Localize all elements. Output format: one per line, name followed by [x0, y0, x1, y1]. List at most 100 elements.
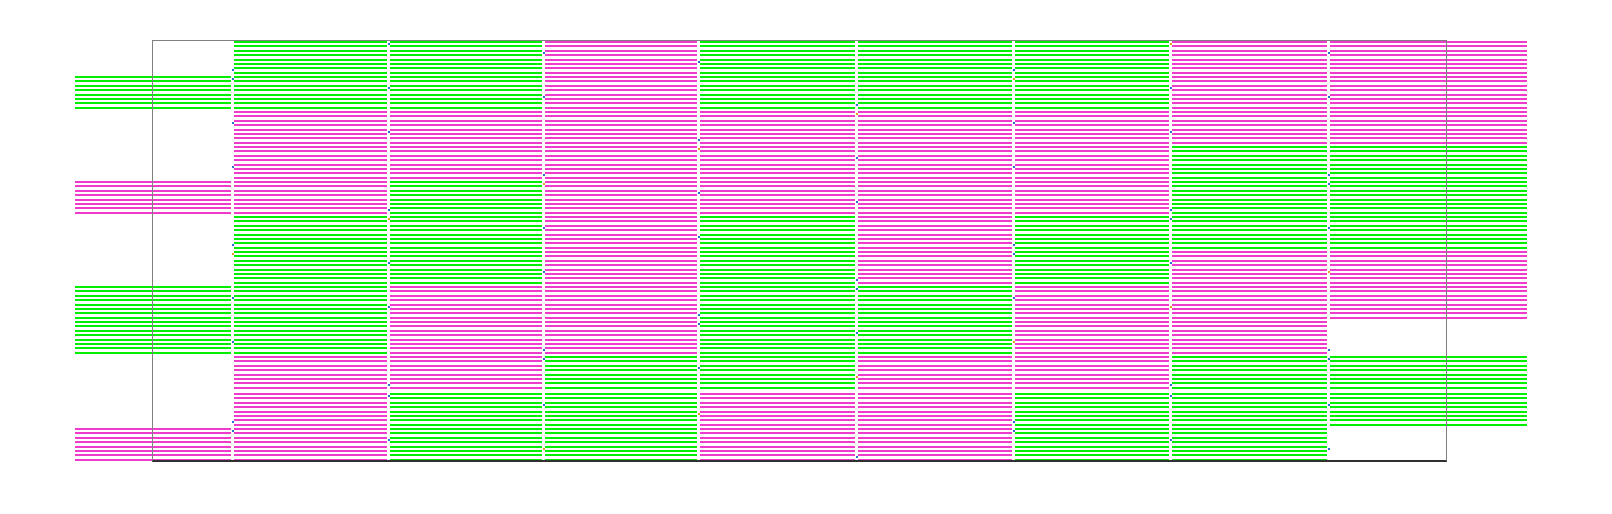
- series-marker-dot: [388, 306, 390, 308]
- hatch-stripe: [858, 115, 1012, 117]
- hatch-stripe: [858, 80, 1012, 82]
- hatch-stripe: [1330, 402, 1527, 404]
- hatch-stripe: [1330, 234, 1527, 236]
- hatch-stripe: [1172, 269, 1327, 271]
- hatch-stripe: [1172, 339, 1327, 341]
- hatch-stripe: [390, 269, 542, 271]
- hatch-cell: [390, 110, 542, 145]
- hatch-stripe: [75, 107, 231, 109]
- series-marker-dot: [698, 314, 700, 316]
- series-marker-dot: [1328, 96, 1330, 98]
- series-marker-dot: [698, 236, 700, 238]
- hatch-stripe: [1172, 282, 1327, 284]
- hatch-stripe: [390, 59, 542, 61]
- hatch-stripe: [390, 120, 542, 122]
- hatch-stripe: [234, 72, 387, 74]
- hatch-stripe: [545, 415, 697, 417]
- series-marker-dot: [388, 395, 390, 397]
- hatch-stripe: [858, 229, 1012, 231]
- hatch-stripe: [858, 225, 1012, 227]
- hatch-stripe: [1172, 264, 1327, 266]
- hatch-cell: [1015, 40, 1169, 75]
- hatch-stripe: [545, 115, 697, 117]
- hatch-stripe: [545, 255, 697, 257]
- hatch-stripe: [858, 419, 1012, 421]
- hatch-cell: [234, 75, 387, 110]
- hatch-stripe: [1172, 45, 1327, 47]
- hatch-stripe: [390, 185, 542, 187]
- hatch-stripe: [858, 260, 1012, 262]
- hatch-cell: [390, 285, 542, 320]
- hatch-stripe: [1172, 137, 1327, 139]
- hatch-cell: [1015, 250, 1169, 285]
- hatch-stripe: [545, 374, 697, 376]
- series-marker-dot: [543, 174, 545, 176]
- hatch-stripe: [75, 330, 231, 332]
- hatch-stripe: [545, 120, 697, 122]
- hatch-stripe: [234, 181, 387, 183]
- hatch-stripe: [545, 454, 697, 456]
- hatch-cell: [1330, 145, 1527, 180]
- hatch-stripe: [1330, 295, 1527, 297]
- hatch-stripe: [234, 459, 387, 461]
- hatch-stripe: [1172, 369, 1327, 371]
- hatch-stripe: [390, 54, 542, 56]
- hatch-stripe: [234, 387, 387, 389]
- hatch-stripe: [234, 107, 387, 109]
- hatch-stripe: [1330, 299, 1527, 301]
- hatch-stripe: [545, 194, 697, 196]
- hatch-cell: [858, 180, 1012, 215]
- hatch-stripe: [390, 133, 542, 135]
- hatch-stripe: [1015, 343, 1169, 345]
- series-marker-dot: [856, 104, 858, 106]
- hatch-stripe: [1330, 164, 1527, 166]
- hatch-stripe: [390, 365, 542, 367]
- hatch-stripe: [1015, 450, 1169, 452]
- series-marker-dot: [698, 148, 700, 150]
- hatch-stripe: [1330, 216, 1527, 218]
- hatch-stripe: [1015, 378, 1169, 380]
- hatch-stripe: [545, 260, 697, 262]
- hatch-stripe: [234, 378, 387, 380]
- hatch-stripe: [1172, 290, 1327, 292]
- hatch-stripe: [1015, 441, 1169, 443]
- hatch-stripe: [1015, 247, 1169, 249]
- hatch-stripe: [545, 242, 697, 244]
- series-marker-dot: [1328, 358, 1330, 360]
- hatch-cell: [75, 285, 231, 320]
- hatch-stripe: [700, 352, 855, 354]
- hatch-stripe: [1330, 80, 1527, 82]
- hatch-stripe: [390, 286, 542, 288]
- hatch-stripe: [545, 172, 697, 174]
- hatch-stripe: [700, 242, 855, 244]
- hatch-cell: [390, 180, 542, 215]
- hatch-stripe: [545, 59, 697, 61]
- hatch-stripe: [1172, 120, 1327, 122]
- hatch-stripe: [700, 98, 855, 100]
- hatch-stripe: [390, 347, 542, 349]
- hatch-stripe: [1015, 365, 1169, 367]
- hatch-stripe: [545, 441, 697, 443]
- hatch-stripe: [545, 238, 697, 240]
- hatch-stripe: [390, 304, 542, 306]
- hatch-stripe: [858, 286, 1012, 288]
- hatch-cell: [1172, 250, 1327, 285]
- hatch-cell: [390, 355, 542, 392]
- hatch-stripe: [390, 199, 542, 201]
- hatch-stripe: [858, 111, 1012, 113]
- hatch-stripe: [1015, 269, 1169, 271]
- hatch-cell: [390, 250, 542, 285]
- hatch-stripe: [390, 290, 542, 292]
- hatch-cell: [1172, 180, 1327, 215]
- hatch-stripe: [700, 387, 855, 389]
- hatch-stripe: [1015, 260, 1169, 262]
- hatch-stripe: [858, 89, 1012, 91]
- hatch-stripe: [858, 360, 1012, 362]
- hatch-stripe: [1330, 67, 1527, 69]
- hatch-stripe: [390, 387, 542, 389]
- hatch-stripe: [390, 277, 542, 279]
- hatch-stripe: [1015, 286, 1169, 288]
- hatch-stripe: [545, 251, 697, 253]
- hatch-stripe: [1330, 264, 1527, 266]
- hatch-stripe: [1172, 255, 1327, 257]
